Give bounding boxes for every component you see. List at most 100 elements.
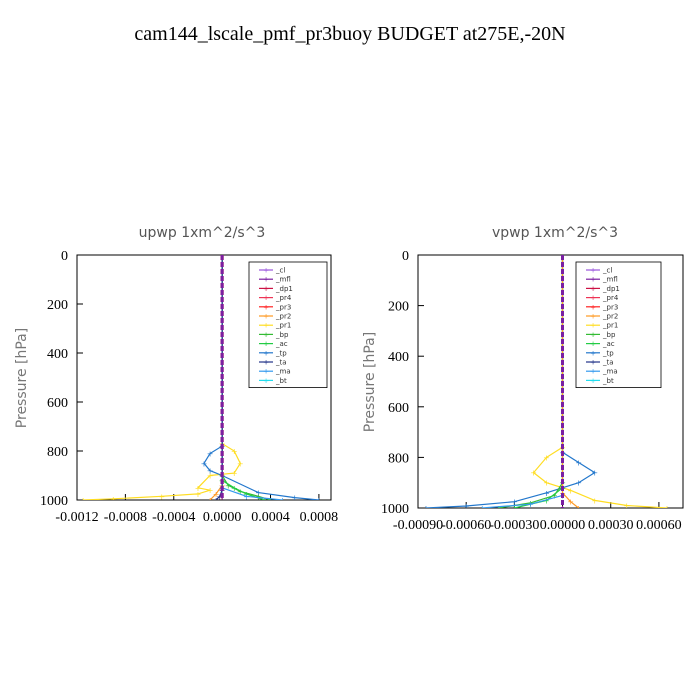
legend-marker: + xyxy=(263,331,269,339)
series-point: + xyxy=(255,492,262,501)
legend-label: _cl xyxy=(602,267,612,275)
series-point: + xyxy=(495,504,502,513)
y-tick-label: 0 xyxy=(61,249,68,264)
y-tick-label: 0 xyxy=(402,249,409,264)
series-point: + xyxy=(559,504,566,513)
series-point: + xyxy=(664,504,671,513)
series-point: + xyxy=(559,504,566,513)
y-tick-label: 200 xyxy=(388,300,409,315)
plot-frame xyxy=(76,254,332,501)
chart-panel-1: upwp 1xm^2/s^3 Pressure [hPa] 0 200 400 600 80… xyxy=(14,225,338,525)
legend-marker: + xyxy=(590,267,596,275)
series-point: + xyxy=(158,492,165,501)
legend-marker: + xyxy=(590,276,596,284)
series-point: + xyxy=(216,492,223,501)
legend-label: _pr4 xyxy=(275,294,292,302)
legend-marker: + xyxy=(590,285,596,293)
series-point: + xyxy=(231,447,238,456)
series-point: + xyxy=(219,496,226,505)
series-group: +++++++ +++++++++++++++++++++++++ xyxy=(423,255,671,513)
series-point: + xyxy=(543,489,550,498)
legend: + _cl + _mfl + _dp1 + _pr4 + _pr3 + _pr2 + _pr1 + _bp + _… xyxy=(248,261,328,388)
series-point: + xyxy=(623,501,630,510)
legend-marker: + xyxy=(590,359,596,367)
series-point: + xyxy=(591,469,598,478)
legend-marker: + xyxy=(263,267,269,275)
x-tick-label: 0.0000 xyxy=(203,510,242,525)
series-point: + xyxy=(423,504,430,513)
legend-marker: + xyxy=(263,303,269,311)
series-point: + xyxy=(195,490,202,499)
series-point: + xyxy=(237,459,244,468)
legend-marker: + xyxy=(263,294,269,302)
legend-marker: + xyxy=(263,377,269,385)
series-point: + xyxy=(575,479,582,488)
legend-label: _dp1 xyxy=(275,285,293,293)
legend-marker: + xyxy=(263,313,269,321)
x-tick-label: -0.00030 xyxy=(489,518,539,533)
series-point: + xyxy=(243,490,250,499)
series-point: + xyxy=(213,490,220,499)
x-tick-label: -0.0004 xyxy=(152,510,195,525)
series-line xyxy=(209,255,223,500)
x-tick-label: -0.00090 xyxy=(393,518,443,533)
series-group: ++++++ ++++++++++++ +++++ ++++++++++ ++++ +++ xyxy=(80,255,323,505)
legend-label: _pr2 xyxy=(602,313,618,321)
series-point: + xyxy=(207,496,214,505)
series-point: + xyxy=(201,459,208,468)
chart-panel-2: vpwp 1xm^2/s^3 Pressure [hPa] 0 200 400 600 80… xyxy=(362,225,684,533)
series-point: + xyxy=(80,496,87,505)
legend-label: _mfl xyxy=(602,276,618,284)
series-point: + xyxy=(237,487,244,496)
legend-label: _tp xyxy=(275,349,287,357)
y-tick-label: 1000 xyxy=(40,494,68,509)
series-line xyxy=(482,255,564,508)
legend-label: _ma xyxy=(275,368,291,376)
series-point: + xyxy=(575,458,582,467)
legend-marker: + xyxy=(590,349,596,357)
legend-label: _ta xyxy=(602,359,614,367)
series-point: + xyxy=(591,496,598,505)
legend-label: _pr4 xyxy=(602,294,619,302)
x-tick-label: 0.00000 xyxy=(540,518,586,533)
series-point: + xyxy=(527,499,534,508)
series-point: + xyxy=(559,504,566,513)
legend-marker: + xyxy=(263,340,269,348)
y-axis-label: Pressure [hPa] xyxy=(14,328,30,428)
legend-label: _ac xyxy=(602,340,615,348)
x-tick-label: 0.00060 xyxy=(636,518,682,533)
legend-marker: + xyxy=(590,331,596,339)
series-point: + xyxy=(543,479,550,488)
legend-marker: + xyxy=(590,303,596,311)
legend-label: _bt xyxy=(602,377,614,385)
legend-marker: + xyxy=(263,368,269,376)
legend-label: _pr1 xyxy=(602,322,618,330)
legend-label: _pr1 xyxy=(275,322,291,330)
y-tick-label: 800 xyxy=(388,451,409,466)
y-tick-label: 400 xyxy=(47,347,68,362)
legend-marker: + xyxy=(263,276,269,284)
series-point: + xyxy=(207,486,214,495)
series-point: + xyxy=(567,498,574,507)
legend: + _cl + _mfl + _dp1 + _pr4 + _pr3 + _pr2 + _pr1 + _bp + _… xyxy=(575,261,662,388)
y-tick-label: 1000 xyxy=(381,502,409,517)
series-point: + xyxy=(225,481,232,490)
y-tick-label: 200 xyxy=(47,298,68,313)
y-tick-label: 400 xyxy=(388,350,409,365)
series-point: + xyxy=(543,453,550,462)
series-point: + xyxy=(267,496,274,505)
series-point: + xyxy=(316,496,323,505)
legend-marker: + xyxy=(590,322,596,330)
legend-label: _bp xyxy=(275,331,289,339)
panels: upwp 1xm^2/s^3 Pressure [hPa] 0 200 400 600 80… xyxy=(14,225,684,533)
legend-label: _pr2 xyxy=(275,313,291,321)
x-tick-label: 0.00030 xyxy=(588,518,634,533)
series-point: + xyxy=(527,500,534,509)
series-point: + xyxy=(551,491,558,500)
legend-marker: + xyxy=(263,285,269,293)
legend-label: _bt xyxy=(275,377,287,385)
legend-label: _dp1 xyxy=(602,285,620,293)
legend-marker: + xyxy=(590,294,596,302)
series-line xyxy=(532,255,667,508)
